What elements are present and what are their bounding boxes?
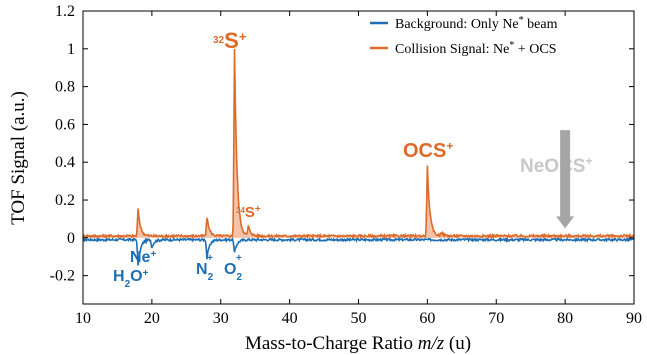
- down-arrow-icon: [556, 130, 575, 229]
- peak-label-ne: Ne+: [130, 249, 156, 267]
- y-tick-label: 0.2: [55, 192, 75, 209]
- x-tick-label: 50: [351, 310, 367, 327]
- y-tick-label: 0.6: [55, 116, 75, 133]
- x-tick-label: 80: [557, 310, 573, 327]
- plot-area: [83, 48, 634, 266]
- x-tick-label: 30: [213, 310, 229, 327]
- series-line-0: [83, 236, 634, 266]
- axis-ticks: 10 20 30 40 50 60 70 80 90 -0.2 0 0.2 0.4 0.6 0.8 1 1.2: [50, 3, 642, 327]
- series-area-1: [83, 49, 634, 238]
- peak-label-o2: O2+: [224, 253, 242, 283]
- x-tick-label: 10: [75, 310, 91, 327]
- x-axis-title: Mass-to-Charge Ratio m/z (u): [245, 333, 471, 354]
- legend-label-background: Background: Only Ne* beam: [395, 15, 558, 33]
- y-tick-label: 0.8: [55, 79, 75, 96]
- peak-label-neocs: NeOCS+: [520, 154, 592, 177]
- peak-label-h2o: H2O+: [113, 268, 149, 290]
- peak-label-s34: 34S+: [236, 204, 261, 222]
- y-tick-label: 1: [67, 41, 75, 58]
- peak-label-s32: 32S+: [213, 28, 247, 53]
- legend: Background: Only Ne* beam Collision Sign…: [370, 15, 558, 58]
- x-tick-label: 70: [488, 310, 504, 327]
- x-tick-label: 20: [144, 310, 160, 327]
- y-tick-label: 1.2: [55, 3, 75, 20]
- arrow-shape: [556, 130, 575, 229]
- x-tick-label: 90: [626, 310, 642, 327]
- peak-label-n2: N2+: [196, 253, 214, 283]
- peak-label-ocs: OCS+: [403, 139, 453, 162]
- y-tick-label: 0: [67, 230, 75, 247]
- legend-label-collision: Collision Signal: Ne* + OCS: [395, 40, 556, 58]
- series-line-1: [83, 48, 634, 240]
- y-tick-label: -0.2: [50, 268, 75, 285]
- y-tick-label: 0.4: [55, 154, 75, 171]
- x-tick-label: 40: [282, 310, 298, 327]
- y-axis-title: TOF Signal (a.u.): [8, 91, 29, 225]
- x-tick-label: 60: [419, 310, 435, 327]
